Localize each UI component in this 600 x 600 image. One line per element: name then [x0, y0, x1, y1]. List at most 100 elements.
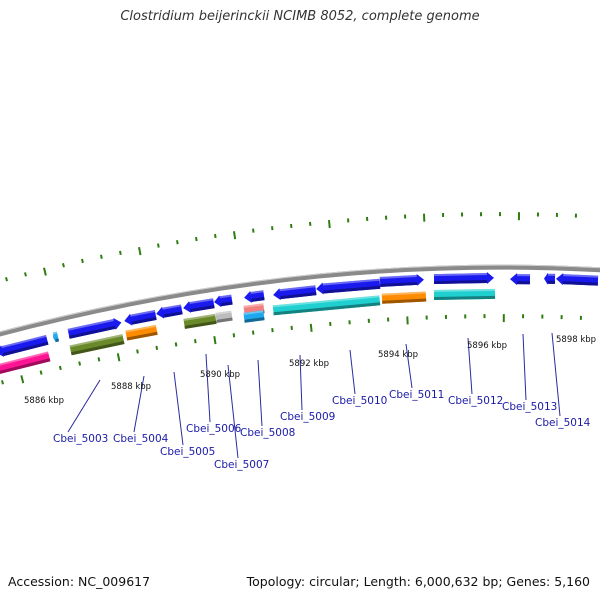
- inner-tick-ring: [1, 314, 582, 385]
- gene-label-cbei-5004[interactable]: Cbei_5004: [113, 433, 169, 445]
- gene-cbei-5009-arrow: [273, 285, 317, 301]
- gene-cbei-5008-pink-highlight: [243, 303, 264, 308]
- gene-cbei-5004-arrow-highlight: [130, 310, 156, 317]
- gene-cbei-5012-arrow-shadow: [434, 280, 488, 285]
- accession-text: Accession: NC_009617: [8, 574, 151, 589]
- gene-cbei-5006-box: [183, 313, 217, 329]
- gene-cbei-5013-arrow: [510, 273, 531, 286]
- leader-line-7: [299, 354, 303, 411]
- map-title: Clostridium beijerinckii NCIMB 8052, com…: [120, 9, 480, 24]
- gene-5001: [0, 334, 49, 357]
- gene-magenta-highlight: [0, 351, 49, 367]
- gene-cbei-5011-box-shadow: [382, 298, 427, 304]
- gene-cbei-5012-box-shadow: [434, 295, 496, 301]
- gene-cbei-5006-box-shadow: [184, 320, 217, 329]
- gene-cbei-5011-box: [381, 291, 427, 304]
- inner-tick-mark: [39, 370, 43, 375]
- tick-label-5888: 5888 kbp: [111, 382, 151, 392]
- gene-cbei-5007-arrow-highlight: [219, 294, 232, 299]
- gene-5001-body: [0, 334, 49, 357]
- gene-cbei-5014-arrow-a-shadow: [547, 280, 555, 284]
- gene-cbei-5008-arrow-shadow: [251, 297, 265, 302]
- gene-cbei-5009-box-highlight: [272, 295, 380, 308]
- inner-tick-mark: [78, 361, 82, 366]
- outer-tick-mark: [5, 277, 8, 282]
- leader-line-2: [133, 375, 145, 433]
- gene-cbei-5008-cyan-shadow: [244, 317, 265, 323]
- gene-cbei-5013-arrow-shadow: [516, 281, 530, 285]
- gene-cbei-5007-box-shadow: [216, 317, 233, 323]
- inner-tick-mark: [1, 380, 4, 385]
- gene-cbei-5011-arrow: [379, 273, 424, 287]
- leader-line-4: [205, 353, 211, 423]
- leader-line-5: [227, 364, 239, 459]
- outer-tick-mark: [195, 236, 198, 242]
- genome-backbone-highlight: [0, 264, 600, 333]
- gene-cbei-5006-arrow: [183, 298, 215, 313]
- gene-cbei-5006-arrow-shadow: [190, 305, 215, 312]
- tick-label-5894: 5894 kbp: [378, 350, 418, 360]
- gene-5002-fragment: [53, 331, 60, 344]
- genome-backbone: [0, 264, 600, 337]
- tick-label-5886: 5886 kbp: [24, 396, 64, 406]
- gene-label-cbei-5007[interactable]: Cbei_5007: [214, 459, 269, 471]
- gene-cbei-5009-arrow-highlight: [279, 285, 316, 292]
- outer-tick-mark: [119, 250, 122, 256]
- gene-label-cbei-5014[interactable]: Cbei_5014: [535, 417, 591, 429]
- gene-cbei-5011-box-highlight: [381, 291, 426, 296]
- inner-tick-mark: [58, 365, 62, 371]
- inner-tick-mark: [194, 339, 197, 344]
- gene-cbei-5003-arrow: [67, 318, 122, 339]
- gene-label-cbei-5008[interactable]: Cbei_5008: [240, 427, 295, 439]
- inner-tick-mark: [309, 323, 313, 332]
- gene-labels: Cbei_5003 Cbei_5004 Cbei_5005 Cbei_5006 …: [53, 389, 591, 471]
- gene-5001-shadow: [3, 341, 49, 356]
- gene-label-cbei-5003[interactable]: Cbei_5003: [53, 433, 108, 445]
- gene-magenta-shadow: [0, 358, 51, 375]
- gene-cbei-5003-box-highlight: [69, 334, 123, 348]
- outer-tick-mark: [157, 243, 160, 248]
- outer-tick-mark: [252, 228, 255, 233]
- inner-tick-mark: [155, 345, 159, 351]
- inner-tick-mark: [116, 353, 121, 362]
- tick-label-5892: 5892 kbp: [289, 359, 329, 369]
- gene-cbei-5003-box-shadow: [71, 341, 125, 356]
- gene-cbei-5004-box: [125, 324, 158, 341]
- gene-label-cbei-5013[interactable]: Cbei_5013: [502, 401, 557, 413]
- gene-cbei-5011-arrow-highlight: [379, 274, 417, 279]
- gene-cbei-5003-arrow-highlight: [67, 319, 114, 331]
- gene-label-cbei-5006[interactable]: Cbei_5006: [186, 423, 242, 435]
- gene-label-cbei-5011[interactable]: Cbei_5011: [389, 389, 444, 401]
- outer-tick-mark: [328, 219, 331, 229]
- tick-label-5898: 5898 kbp: [556, 335, 596, 345]
- gene-label-cbei-5009[interactable]: Cbei_5009: [280, 411, 335, 423]
- leader-line-8: [349, 349, 356, 395]
- outer-tick-mark: [233, 231, 237, 240]
- outer-tick-mark: [138, 246, 142, 256]
- gene-cbei-5007-box: [215, 310, 233, 323]
- gene-cbei-5009-box: [272, 295, 381, 316]
- gene-cbei-5011-arrow-shadow: [380, 281, 418, 287]
- gene-cbei-5014-arrow-b-shadow: [562, 281, 598, 286]
- gene-cbei-5005-arrow-highlight: [162, 304, 182, 310]
- gene-cbei-5014-arrow-a-highlight: [547, 273, 556, 276]
- gene-cbei-5004-arrow: [124, 310, 157, 326]
- gene-cbei-5005-arrow: [156, 304, 183, 319]
- gene-cbei-5005-arrow-shadow: [163, 311, 183, 318]
- gene-cbei-5003-arrow-shadow: [69, 325, 116, 339]
- gene-cbei-5006-box-highlight: [183, 313, 216, 321]
- inner-tick-mark: [20, 375, 25, 384]
- gene-cbei-5012-arrow: [433, 272, 494, 285]
- inner-tick-mark: [97, 357, 101, 362]
- gene-cbei-5004-box-shadow: [126, 331, 158, 341]
- gene-cbei-5014-arrow-b-highlight: [563, 274, 599, 278]
- leader-line-3: [173, 371, 184, 446]
- gene-label-cbei-5005[interactable]: Cbei_5005: [160, 446, 215, 458]
- gene-5001-highlight: [1, 334, 47, 349]
- gene-magenta: [0, 351, 51, 375]
- gene-cbei-5012-box-highlight: [433, 288, 495, 293]
- gene-label-cbei-5010[interactable]: Cbei_5010: [332, 395, 387, 407]
- gene-label-cbei-5012[interactable]: Cbei_5012: [448, 395, 503, 407]
- gene-cbei-5004-arrow-shadow: [131, 316, 157, 325]
